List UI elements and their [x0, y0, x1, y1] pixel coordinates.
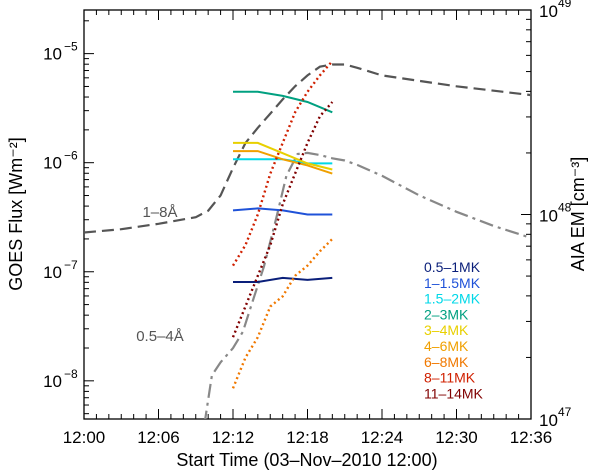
- aia-series-0: [233, 276, 333, 283]
- goes-series-0: [84, 63, 531, 234]
- aia-series-6: [231, 238, 334, 389]
- x-tick-label-4: 12:24: [361, 428, 404, 447]
- x-tick-label-6: 12:36: [510, 428, 553, 447]
- left-tick-label-3: 10: [43, 372, 62, 391]
- right-tick-label-0: 10: [539, 2, 558, 21]
- left-tick-label-2: 10: [43, 263, 62, 282]
- legend-item-2: 1.5–2MK: [424, 291, 481, 307]
- legend-item-8: 11–14MK: [424, 385, 484, 401]
- legend-item-3: 2–3MK: [424, 306, 469, 322]
- left-tick-exp-3: −8: [64, 367, 78, 381]
- left-y-axis: 10−510−610−710−8: [43, 20, 94, 415]
- aia-series-1: [232, 207, 333, 216]
- right-tick-exp-2: 47: [558, 405, 572, 419]
- aia-series-3: [233, 90, 333, 114]
- right-tick-exp-1: 48: [558, 201, 572, 215]
- x-tick-label-0: 12:00: [63, 428, 106, 447]
- aia-series-5: [233, 150, 333, 175]
- right-tick-label-2: 10: [539, 411, 558, 430]
- x-tick-label-1: 12:06: [137, 428, 180, 447]
- right-y-axis-title: AIA EM [cm⁻³]: [568, 157, 588, 272]
- x-tick-label-2: 12:12: [212, 428, 255, 447]
- left-y-axis-title: GOES Flux [Wm⁻²]: [6, 137, 26, 291]
- curve-label-0: 1–8Å: [142, 204, 177, 221]
- legend-item-4: 3–4MK: [424, 322, 469, 338]
- goes-series-1: [204, 151, 531, 419]
- right-tick-label-1: 10: [539, 207, 558, 226]
- aia-series-4: [233, 141, 333, 171]
- x-axis: 12:00 12:06 12:12 12:18 12:24 12:30 12:36: [63, 10, 553, 447]
- curve-label-1: 0.5–4Å: [136, 328, 184, 345]
- x-tick-label-5: 12:30: [435, 428, 478, 447]
- legend-item-6: 6–8MK: [424, 354, 469, 370]
- x-tick-label-3: 12:18: [286, 428, 329, 447]
- right-tick-exp-0: 49: [558, 0, 572, 10]
- left-tick-exp-2: −7: [64, 258, 78, 272]
- legend-item-1: 1–1.5MK: [424, 275, 481, 291]
- left-tick-label-1: 10: [43, 154, 62, 173]
- aia-series-8: [231, 101, 334, 338]
- left-tick-label-0: 10: [43, 45, 62, 64]
- legend-item-5: 4–6MK: [424, 338, 469, 354]
- legend-item-7: 8–11MK: [424, 370, 476, 386]
- x-axis-title: Start Time (03–Nov–2010 12:00): [176, 450, 437, 470]
- curve-annotations: 1–8Å 0.5–4Å: [136, 204, 184, 345]
- legend-item-0: 0.5–1MK: [424, 259, 481, 275]
- left-tick-exp-0: −5: [64, 40, 78, 54]
- left-tick-exp-1: −6: [64, 149, 78, 163]
- series-layer: [84, 60, 531, 419]
- legend: 0.5–1MK1–1.5MK1.5–2MK2–3MK3–4MK4–6MK6–8M…: [424, 259, 484, 401]
